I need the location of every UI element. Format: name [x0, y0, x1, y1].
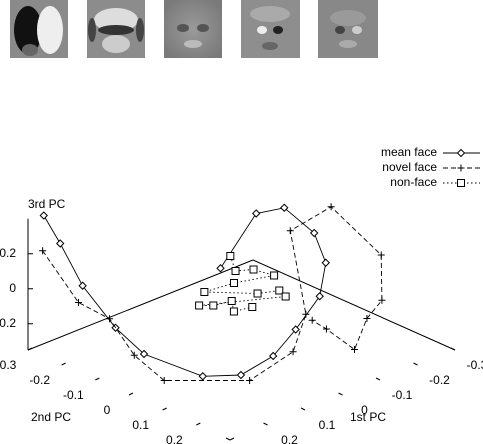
point-marker — [106, 315, 114, 323]
y-tick-label: 0 — [104, 403, 111, 417]
y-tick-label: 0.1 — [132, 418, 149, 432]
y-tick-label: -0.3 — [0, 358, 17, 372]
point-marker — [327, 203, 335, 211]
eigenface — [318, 0, 378, 58]
point-marker — [227, 297, 236, 305]
point-marker — [75, 299, 82, 306]
point-marker — [231, 267, 240, 275]
point-marker — [229, 307, 238, 316]
x-tick-label: 0.2 — [281, 433, 298, 444]
x-tick-label: 0.1 — [319, 418, 336, 432]
point-marker — [195, 301, 204, 310]
z-axis-label: 3rd PC — [28, 197, 66, 211]
y-tick-label: -0.1 — [63, 388, 84, 402]
z-tick-label: -0.2 — [0, 316, 16, 330]
point-marker — [270, 271, 279, 280]
series-line — [42, 206, 383, 381]
point-marker — [209, 301, 218, 310]
floor-edge — [27, 259, 254, 351]
eigenface — [10, 0, 68, 58]
y-tick — [95, 377, 100, 381]
y-tick — [229, 437, 235, 441]
legend-label: novel face — [382, 160, 437, 174]
eigenface — [241, 0, 300, 58]
eigenface — [87, 0, 145, 58]
x-tick — [338, 392, 343, 396]
point-marker — [457, 164, 465, 172]
legend-entry: mean face — [381, 145, 480, 159]
point-marker — [268, 351, 278, 361]
y-tick-label: 0.2 — [166, 433, 183, 444]
z-tick-label: 0 — [9, 281, 16, 295]
eigenface-strip — [10, 0, 378, 58]
legend-entry: non-face — [390, 175, 480, 189]
point-marker — [230, 279, 238, 287]
point-marker — [309, 228, 319, 238]
point-marker — [291, 325, 300, 334]
plot-3d: -0.200.2-0.3-0.2-0.100.10.20.3-0.3-0.2-0… — [0, 145, 483, 444]
point-marker — [78, 281, 87, 290]
eigenface — [164, 0, 222, 58]
point-marker — [251, 209, 261, 218]
point-marker — [302, 310, 310, 318]
point-marker — [253, 289, 262, 298]
x-tick — [450, 347, 456, 351]
y-tick — [61, 362, 66, 366]
point-marker — [216, 264, 225, 273]
point-marker — [322, 325, 330, 333]
point-marker — [200, 288, 209, 296]
y-tick-label: -0.2 — [29, 373, 50, 387]
point-marker — [249, 265, 258, 274]
point-marker — [378, 296, 386, 304]
y-axis-label: 2nd PC — [31, 410, 71, 424]
x-tick — [263, 422, 268, 426]
point-marker — [456, 148, 466, 158]
legend-entry: novel face — [382, 160, 480, 174]
x-tick — [375, 377, 381, 381]
series-line — [43, 207, 327, 377]
point-marker — [286, 227, 294, 235]
point-marker — [56, 239, 65, 248]
point-marker — [321, 258, 330, 267]
point-marker — [281, 292, 290, 301]
point-marker — [198, 372, 207, 381]
point-marker — [248, 303, 257, 311]
point-marker — [457, 179, 465, 187]
x-tick-label: 0 — [361, 403, 368, 417]
floor-edge — [252, 259, 456, 351]
point-marker — [289, 348, 297, 356]
point-marker — [246, 377, 254, 384]
point-marker — [139, 349, 149, 359]
y-tick — [27, 347, 33, 351]
point-marker — [39, 247, 47, 255]
x-tick-label: -0.1 — [392, 388, 413, 402]
x-tick — [300, 407, 306, 411]
x-axis-label: 1st PC — [350, 410, 386, 424]
point-marker — [39, 211, 48, 220]
point-marker — [275, 286, 284, 295]
y-tick — [162, 407, 167, 411]
point-marker — [363, 315, 371, 322]
point-marker — [377, 251, 385, 259]
point-marker — [226, 252, 235, 260]
y-tick — [128, 392, 134, 396]
point-marker — [308, 316, 316, 324]
point-marker — [315, 292, 324, 301]
point-marker — [351, 346, 359, 353]
legend-label: mean face — [381, 145, 437, 159]
point-marker — [130, 351, 138, 359]
z-tick-label: 0.2 — [0, 246, 16, 260]
x-tick-label: -0.3 — [467, 358, 483, 372]
point-marker — [236, 370, 246, 380]
point-marker — [280, 203, 289, 212]
x-tick — [413, 362, 418, 366]
x-tick-label: -0.2 — [429, 373, 450, 387]
legend-label: non-face — [390, 175, 437, 189]
point-marker — [160, 377, 168, 384]
x-tick — [225, 437, 231, 441]
y-tick — [196, 422, 201, 426]
